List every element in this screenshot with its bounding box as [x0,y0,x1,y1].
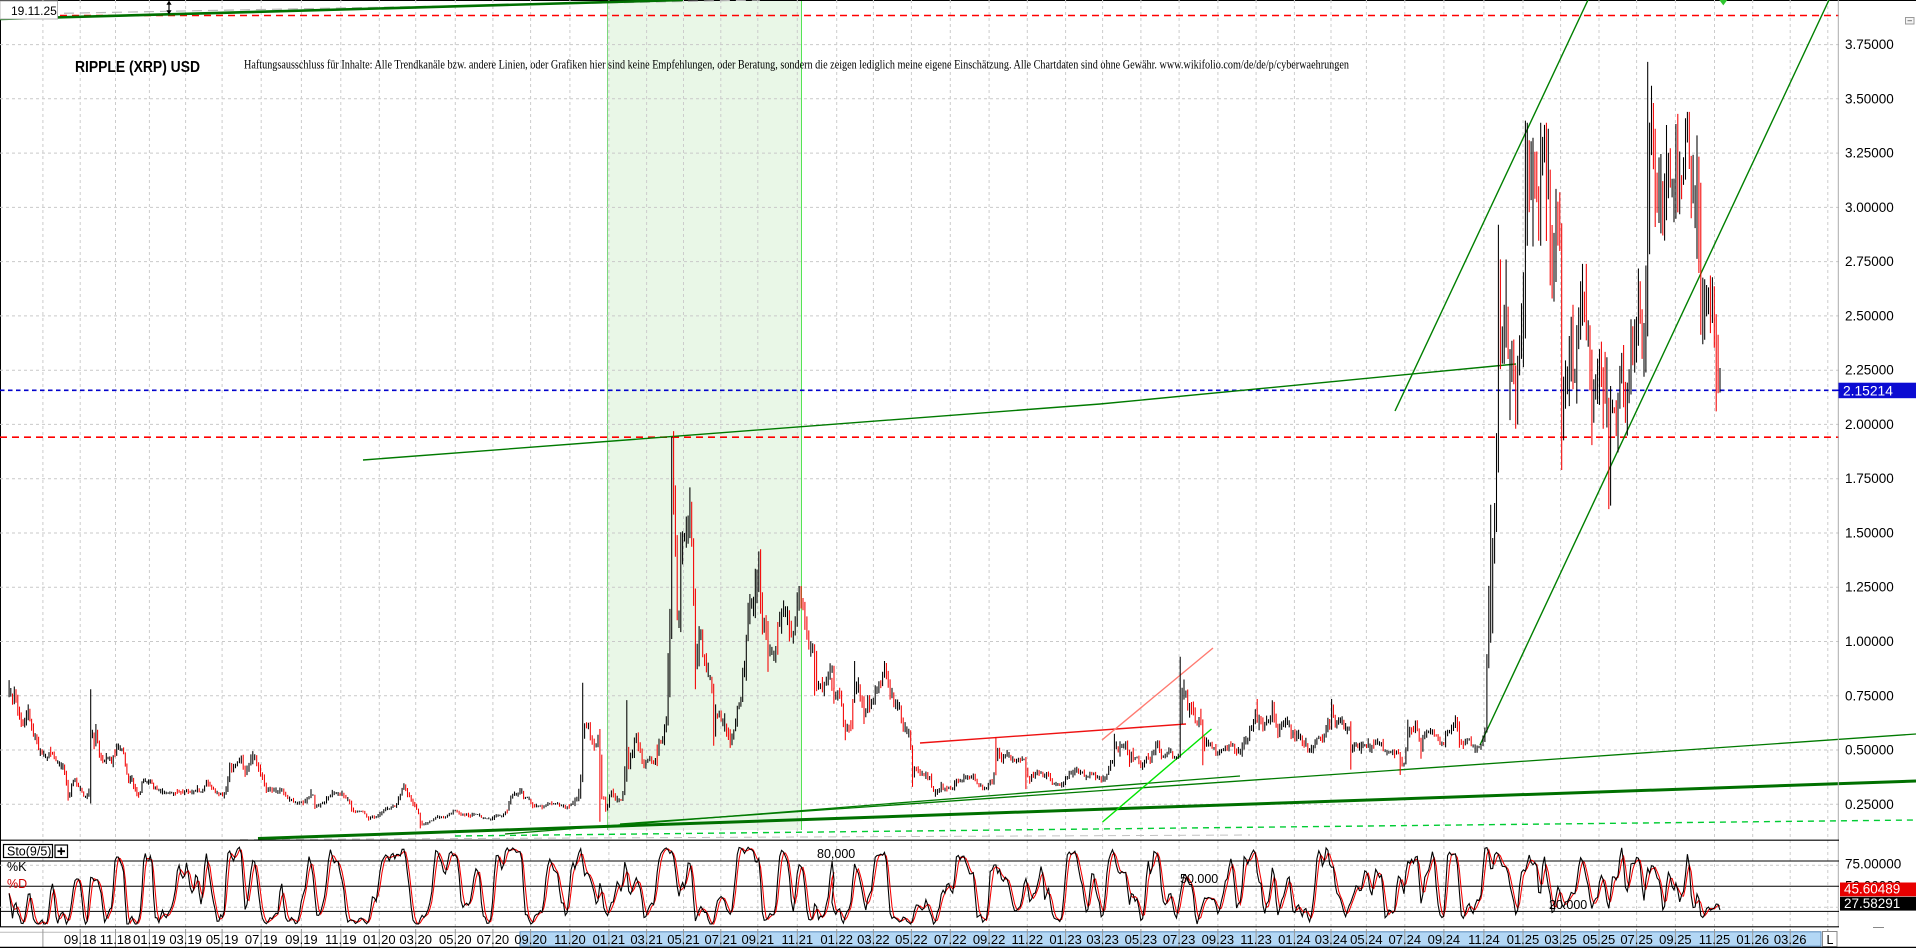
svg-text:11.18: 11.18 [100,932,132,947]
svg-text:1.50000: 1.50000 [1845,526,1894,541]
svg-text:07.19: 07.19 [245,932,278,947]
svg-text:Sto(9/5): Sto(9/5) [7,845,51,859]
svg-text:2.00000: 2.00000 [1845,417,1894,432]
svg-text:20.000: 20.000 [1549,898,1587,912]
svg-text:05.24: 05.24 [1350,932,1383,947]
svg-text:11.25: 11.25 [1699,932,1731,947]
svg-text:09.21: 09.21 [742,932,775,947]
svg-text:01.24: 01.24 [1278,932,1311,947]
svg-text:09.23: 09.23 [1202,932,1235,947]
svg-text:05.19: 05.19 [206,932,239,947]
svg-text:3.25000: 3.25000 [1845,146,1894,161]
svg-text:01.23: 01.23 [1049,932,1082,947]
svg-text:11.24: 11.24 [1468,932,1500,947]
svg-text:07.24: 07.24 [1389,932,1422,947]
svg-text:01.19: 01.19 [133,932,166,947]
svg-text:0.75000: 0.75000 [1845,688,1894,703]
svg-text:05.23: 05.23 [1125,932,1158,947]
svg-text:2.15214: 2.15214 [1843,383,1893,398]
svg-text:2.25000: 2.25000 [1845,363,1894,378]
svg-text:1.75000: 1.75000 [1845,471,1894,486]
svg-text:09.25: 09.25 [1659,932,1692,947]
svg-text:03.21: 03.21 [630,932,663,947]
svg-text:3.00000: 3.00000 [1845,200,1894,215]
svg-text:03.25: 03.25 [1544,932,1577,947]
svg-text:07.20: 07.20 [477,932,510,947]
svg-text:01.21: 01.21 [593,932,626,947]
svg-text:75.00000: 75.00000 [1845,857,1901,872]
svg-text:3.50000: 3.50000 [1845,91,1894,106]
svg-text:05.21: 05.21 [667,932,700,947]
svg-text:01.25: 01.25 [1507,932,1540,947]
svg-text:1.25000: 1.25000 [1845,580,1894,595]
svg-text:RIPPLE (XRP) USD: RIPPLE (XRP) USD [75,59,200,76]
svg-text:03.19: 03.19 [169,932,202,947]
svg-text:03.26: 03.26 [1774,932,1807,947]
svg-text:11.22: 11.22 [1012,932,1044,947]
svg-text:09.22: 09.22 [973,932,1006,947]
svg-text:09.24: 09.24 [1428,932,1461,947]
svg-text:09.18: 09.18 [64,932,97,947]
svg-text:19.11.25: 19.11.25 [11,4,57,18]
svg-text:03.24: 03.24 [1315,932,1348,947]
svg-text:01.26: 01.26 [1736,932,1769,947]
svg-text:45.60489: 45.60489 [1844,882,1900,897]
svg-text:2.50000: 2.50000 [1845,308,1894,323]
svg-text:03.23: 03.23 [1086,932,1119,947]
svg-text:80,000: 80,000 [817,847,855,861]
svg-text:03.20: 03.20 [399,932,432,947]
svg-text:1.00000: 1.00000 [1845,634,1894,649]
svg-text:03.22: 03.22 [857,932,890,947]
svg-text:3.75000: 3.75000 [1845,37,1894,52]
svg-text:Haftungsausschluss für Inhalte: Haftungsausschluss für Inhalte: Alle Tre… [244,58,1349,72]
svg-text:09.19: 09.19 [285,932,318,947]
svg-text:07.25: 07.25 [1620,932,1653,947]
svg-text:50.000: 50.000 [1180,872,1218,886]
svg-text:%K: %K [7,860,27,874]
svg-text:01.22: 01.22 [820,932,853,947]
svg-text:05.22: 05.22 [895,932,928,947]
svg-text:0.50000: 0.50000 [1845,743,1894,758]
svg-text:09.20: 09.20 [514,932,547,947]
svg-text:0.25000: 0.25000 [1845,797,1894,812]
svg-text:11.23: 11.23 [1240,932,1272,947]
svg-text:01.20: 01.20 [363,932,396,947]
svg-text:07.22: 07.22 [934,932,967,947]
svg-text:11.19: 11.19 [325,932,357,947]
svg-text:%D: %D [7,877,27,891]
svg-text:27.58291: 27.58291 [1844,896,1900,911]
svg-text:2.75000: 2.75000 [1845,254,1894,269]
svg-text:05.20: 05.20 [439,932,472,947]
svg-text:07.21: 07.21 [705,932,738,947]
svg-text:05.25: 05.25 [1583,932,1616,947]
svg-text:11.20: 11.20 [554,932,586,947]
svg-text:07.23: 07.23 [1163,932,1196,947]
svg-text:11.21: 11.21 [782,932,814,947]
svg-text:L: L [1827,933,1834,947]
